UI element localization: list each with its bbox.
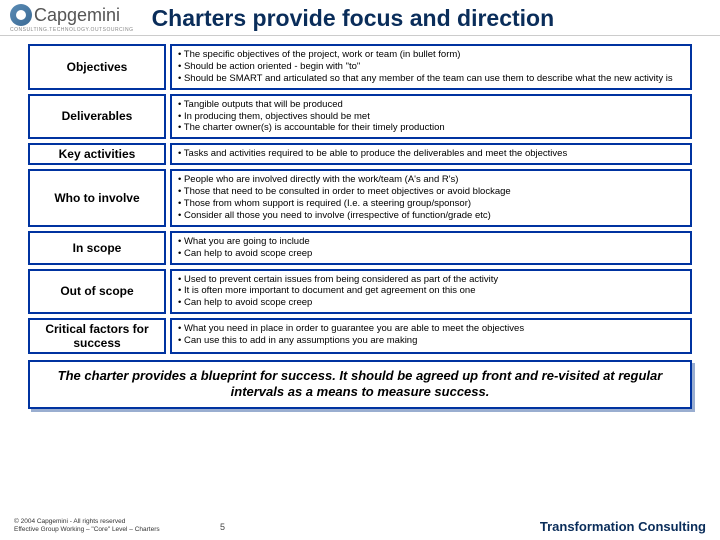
bullet: People who are involved directly with th… [178, 174, 684, 186]
bullet: Should be SMART and articulated so that … [178, 73, 684, 85]
bullet: Tasks and activities required to be able… [178, 148, 684, 160]
logo-text: Capgemini [34, 5, 120, 26]
row-body: People who are involved directly with th… [170, 169, 692, 227]
table-row: Key activities Tasks and activities requi… [28, 143, 692, 165]
table-row: Objectives The specific objectives of the… [28, 44, 692, 90]
table-row: DeliverablesTangible outputs that will b… [28, 94, 692, 140]
row-body: The specific objectives of the project, … [170, 44, 692, 90]
footer-brand: Transformation Consulting [540, 519, 706, 534]
row-label: Objectives [28, 44, 166, 90]
page-number: 5 [220, 522, 225, 532]
row-label: Who to involve [28, 169, 166, 227]
row-label: In scope [28, 231, 166, 265]
spade-icon [10, 4, 32, 26]
footer: © 2004 Capgemini - All rights reserved E… [0, 518, 720, 536]
table-row: Critical factors for success What you nee… [28, 318, 692, 354]
bullet: The specific objectives of the project, … [178, 49, 684, 61]
bullet: Can help to avoid scope creep [178, 248, 684, 260]
bullet: What you are going to include [178, 236, 684, 248]
page-title: Charters provide focus and direction [146, 5, 710, 32]
bullet: What you need in place in order to guara… [178, 323, 684, 335]
row-body: Tangible outputs that will be producedIn… [170, 94, 692, 140]
copyright-line2: Effective Group Working – "Core" Level –… [14, 526, 160, 534]
logo: Capgemini CONSULTING.TECHNOLOGY.OUTSOURC… [10, 4, 134, 33]
row-body: Tasks and activities required to be able… [170, 143, 692, 165]
bullet: Those that need to be consulted in order… [178, 186, 684, 198]
row-label: Out of scope [28, 269, 166, 315]
header: Capgemini CONSULTING.TECHNOLOGY.OUTSOURC… [0, 0, 720, 36]
copyright-line1: © 2004 Capgemini - All rights reserved [14, 518, 160, 526]
bullet: The charter owner(s) is accountable for … [178, 122, 684, 134]
row-label: Critical factors for success [28, 318, 166, 354]
row-body: Used to prevent certain issues from bein… [170, 269, 692, 315]
row-label: Key activities [28, 143, 166, 165]
bullet: Can use this to add in any assumptions y… [178, 335, 684, 347]
bullet: Should be action oriented - begin with "… [178, 61, 684, 73]
bullet: Can help to avoid scope creep [178, 297, 684, 309]
logo-tagline: CONSULTING.TECHNOLOGY.OUTSOURCING [10, 27, 134, 33]
bullet: Used to prevent certain issues from bein… [178, 274, 684, 286]
charter-table: Objectives The specific objectives of the… [0, 36, 720, 354]
bullet: It is often more important to document a… [178, 285, 684, 297]
table-row: In scopeWhat you are going to includeCan… [28, 231, 692, 265]
row-body: What you are going to includeCan help to… [170, 231, 692, 265]
bullet: Consider all those you need to involve (… [178, 210, 684, 222]
table-row: Out of scope Used to prevent certain issu… [28, 269, 692, 315]
bullet: In producing them, objectives should be … [178, 111, 684, 123]
copyright: © 2004 Capgemini - All rights reserved E… [14, 518, 160, 534]
summary-box: The charter provides a blueprint for suc… [28, 360, 692, 409]
row-body: What you need in place in order to guara… [170, 318, 692, 354]
bullet: Those from whom support is required (I.e… [178, 198, 684, 210]
bullet: Tangible outputs that will be produced [178, 99, 684, 111]
row-label: Deliverables [28, 94, 166, 140]
table-row: Who to involve People who are involved di… [28, 169, 692, 227]
